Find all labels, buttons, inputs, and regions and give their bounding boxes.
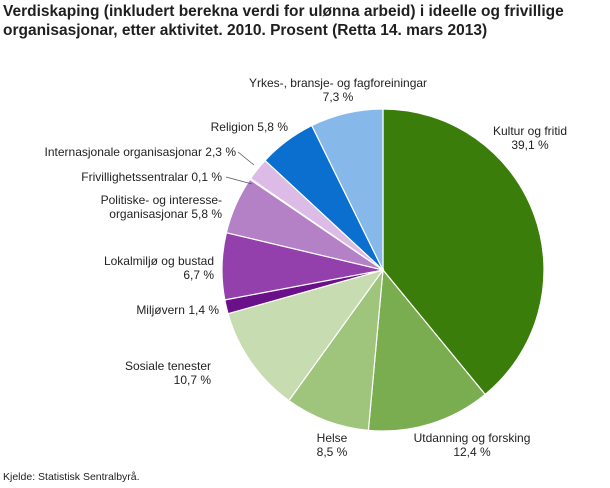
slice-label: Frivillighetssentralar 0,1 % bbox=[81, 170, 222, 184]
slice-label: Helse 8,5 % bbox=[317, 431, 348, 459]
slice-label: Politiske- og interesse-organisasjonar 5… bbox=[101, 193, 223, 221]
pie-slice-kultur-og-fritid bbox=[382, 108, 545, 396]
slice-label: Sosiale tenester 10,7 % bbox=[125, 359, 211, 387]
slice-labels: Kultur og fritid 39,1 % Utdanning og forsk… bbox=[45, 76, 567, 459]
slice-label: Lokalmiljø og bustad 6,7 % bbox=[104, 254, 214, 282]
slice-label: Internasjonale organisasjonar 2,3 % bbox=[45, 145, 237, 159]
pie-slices bbox=[221, 108, 545, 432]
slice-label: Miljøvern 1,4 % bbox=[136, 303, 219, 317]
pie-slice-utdanning-og-forsking bbox=[367, 268, 486, 432]
pie-slice-sosiale-tenester bbox=[227, 268, 385, 402]
chart-title-line-2: organisasjonar, etter aktivitet. 2010. P… bbox=[3, 22, 488, 39]
slice-label: Utdanning og forsking 12,4 % bbox=[414, 431, 531, 459]
leader-line bbox=[237, 151, 255, 166]
leader-line bbox=[225, 176, 253, 185]
chart-title: Verdiskaping (inkludert berekna verdi fo… bbox=[3, 2, 607, 40]
leader-lines bbox=[225, 151, 255, 185]
pie-slice-helse bbox=[288, 267, 384, 431]
source-note: Kjelde: Statistisk Sentralbyrå. bbox=[3, 471, 140, 483]
pie-slice-yrkes-bransje-og-fagforeiningar bbox=[310, 108, 384, 271]
chart-title-line-1: Verdiskaping (inkludert berekna verdi fo… bbox=[3, 3, 564, 20]
slice-label: Religion 5,8 % bbox=[211, 120, 289, 134]
slice-label: Kultur og fritid 39,1 % bbox=[493, 124, 567, 152]
slice-label: Yrkes-, bransje- og fagforeiningar 7,3 % bbox=[249, 76, 427, 104]
